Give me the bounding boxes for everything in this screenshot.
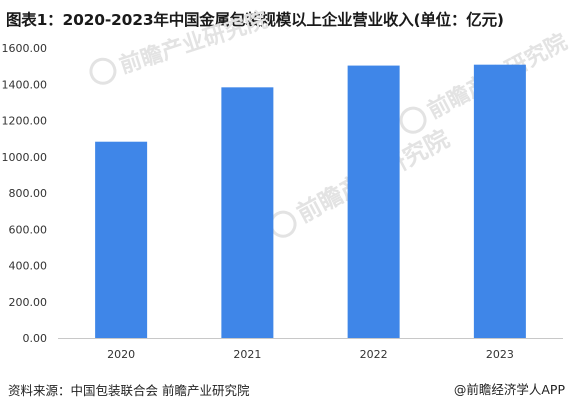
x-tick-label: 2022 bbox=[360, 348, 388, 361]
bar bbox=[95, 141, 148, 338]
brand-credit: @前瞻经济学人APP bbox=[453, 382, 565, 397]
y-tick-label: 600.00 bbox=[9, 223, 48, 236]
y-tick-label: 200.00 bbox=[9, 296, 48, 309]
y-tick-label: 1600.00 bbox=[2, 42, 48, 55]
bars-group bbox=[95, 64, 526, 339]
x-tick-label: 2023 bbox=[486, 348, 514, 361]
bar bbox=[347, 65, 400, 339]
qianzhan-logo-icon bbox=[89, 57, 117, 85]
watermark-text: 前瞻产业研究院 bbox=[116, 7, 271, 79]
qianzhan-logo-icon bbox=[399, 106, 427, 134]
bar bbox=[221, 87, 274, 338]
x-tick-label: 2020 bbox=[107, 348, 135, 361]
source-note: 资料来源：中国包装联合会 前瞻产业研究院 bbox=[8, 383, 250, 398]
y-tick-label: 1200.00 bbox=[2, 115, 48, 128]
y-tick-label: 800.00 bbox=[9, 187, 48, 200]
chart-title: 图表1：2020-2023年中国金属包装规模以上企业营业收入(单位：亿元) bbox=[6, 11, 504, 29]
y-tick-label: 400.00 bbox=[9, 260, 48, 273]
y-tick-label: 1000.00 bbox=[2, 151, 48, 164]
y-tick-label: 0.00 bbox=[23, 332, 48, 345]
bar bbox=[473, 64, 526, 339]
y-axis: 0.00 200.00 400.00 600.00 800.00 1000.00 1200.… bbox=[2, 42, 48, 345]
watermark: 前瞻产业研究院 bbox=[89, 7, 271, 85]
y-tick-label: 1400.00 bbox=[2, 78, 48, 91]
x-tick-label: 2021 bbox=[233, 348, 261, 361]
x-axis: 2020 2021 2022 2023 bbox=[58, 338, 563, 361]
